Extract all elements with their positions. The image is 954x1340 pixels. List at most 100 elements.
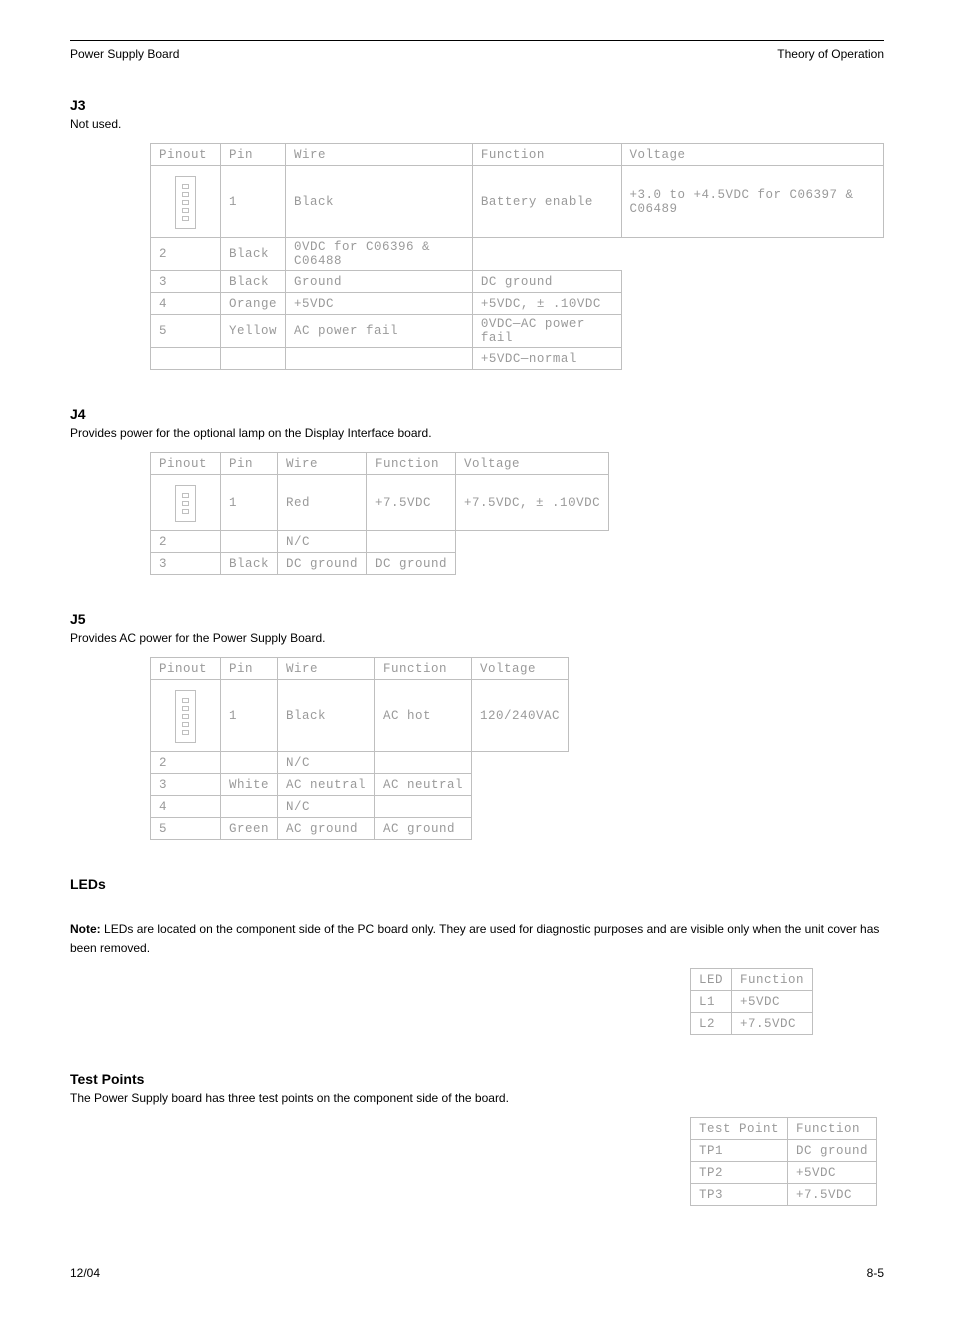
pinout-cell	[151, 475, 221, 531]
connector-icon	[175, 485, 196, 522]
func-cell	[286, 348, 473, 370]
j4-table: PinoutPinWireFunctionVoltage1Red+7.5VDC+…	[150, 452, 609, 575]
col-header: Pinout	[151, 453, 221, 475]
wire-cell: Green	[221, 818, 278, 840]
j3-sub: Not used.	[70, 117, 884, 131]
func-cell: +7.5VDC	[367, 475, 456, 531]
col-header: Function	[367, 453, 456, 475]
table-row: 1BlackBattery enable+3.0 to +4.5VDC for …	[151, 166, 884, 238]
volt-cell: 0VDC for C06396 & C06488	[286, 238, 473, 271]
volt-cell: DC ground	[367, 553, 456, 575]
pinout-cell	[151, 680, 221, 752]
wire-cell: Yellow	[221, 315, 286, 348]
wire-cell: Red	[278, 475, 367, 531]
volt-cell: +7.5VDC, ± .10VDC	[456, 475, 609, 531]
col-header: Pin	[221, 453, 278, 475]
volt-cell	[367, 531, 456, 553]
footer-left: 12/04	[70, 1266, 100, 1280]
pin-cell: 5	[151, 315, 221, 348]
table-row: 1BlackAC hot120/240VAC	[151, 680, 569, 752]
pin-cell: 2	[151, 531, 221, 553]
footer-right: 8-5	[867, 1266, 884, 1280]
header-right: Theory of Operation	[777, 47, 884, 61]
col-header: Voltage	[472, 658, 569, 680]
col-header: Function	[732, 969, 813, 991]
col-header: Function	[375, 658, 472, 680]
note-body: LEDs are located on the component side o…	[70, 922, 879, 955]
wire-cell	[221, 348, 286, 370]
col-header: Function	[472, 144, 621, 166]
pin-cell: 1	[221, 166, 286, 238]
key-cell: TP3	[691, 1184, 788, 1206]
table-row: TP2+5VDC	[691, 1162, 877, 1184]
volt-cell: +3.0 to +4.5VDC for C06397 & C06489	[621, 166, 884, 238]
page-footer: 12/04 8-5	[70, 1266, 884, 1280]
wire-cell: Black	[221, 238, 286, 271]
table-row: 2 N/C	[151, 531, 609, 553]
top-rule	[70, 40, 884, 41]
connector-icon	[175, 690, 196, 743]
j5-table: PinoutPinWireFunctionVoltage1BlackAC hot…	[150, 657, 569, 840]
j3-table: PinoutPinWireFunctionVoltage1BlackBatter…	[150, 143, 884, 370]
col-header: Voltage	[456, 453, 609, 475]
page-header: Power Supply Board Theory of Operation	[70, 47, 884, 61]
table-row: 1Red+7.5VDC+7.5VDC, ± .10VDC	[151, 475, 609, 531]
pin-cell: 2	[151, 238, 221, 271]
table-row: 2Black0VDC for C06396 & C06488	[151, 238, 884, 271]
j5-sub: Provides AC power for the Power Supply B…	[70, 631, 884, 645]
func-cell: +5VDC	[286, 293, 473, 315]
table-row: 5GreenAC groundAC ground	[151, 818, 569, 840]
col-header: Test Point	[691, 1118, 788, 1140]
table-row: 3BlackGroundDC ground	[151, 271, 884, 293]
wire-cell: Black	[286, 166, 473, 238]
j3-heading: J3	[70, 97, 884, 113]
table-row: TP1DC ground	[691, 1140, 877, 1162]
wire-cell	[221, 752, 278, 774]
header-left: Power Supply Board	[70, 47, 179, 61]
col-header: Wire	[278, 453, 367, 475]
val-cell: +5VDC	[788, 1162, 877, 1184]
pinout-cell	[151, 166, 221, 238]
volt-cell: 120/240VAC	[472, 680, 569, 752]
col-header: Pinout	[151, 658, 221, 680]
table-row: 5YellowAC power fail0VDC—AC power fail	[151, 315, 884, 348]
table-row: TP3+7.5VDC	[691, 1184, 877, 1206]
pin-cell: 4	[151, 293, 221, 315]
col-header: Voltage	[621, 144, 884, 166]
func-cell: Ground	[286, 271, 473, 293]
pin-cell: 3	[151, 271, 221, 293]
j4-heading: J4	[70, 406, 884, 422]
func-cell: Battery enable	[472, 166, 621, 238]
j4-sub: Provides power for the optional lamp on …	[70, 426, 884, 440]
table-row: L2+7.5VDC	[691, 1013, 813, 1035]
key-cell: TP1	[691, 1140, 788, 1162]
table-row: 2N/C	[151, 752, 569, 774]
func-cell: N/C	[278, 531, 367, 553]
tps-sub: The Power Supply board has three test po…	[70, 1091, 884, 1105]
pin-cell: 3	[151, 774, 221, 796]
volt-cell: AC ground	[375, 818, 472, 840]
pin-cell: 4	[151, 796, 221, 818]
pin-cell: 5	[151, 818, 221, 840]
wire-cell: Orange	[221, 293, 286, 315]
func-cell: AC neutral	[278, 774, 375, 796]
leds-heading: LEDs	[70, 876, 884, 892]
func-cell: N/C	[278, 796, 375, 818]
pin-cell	[151, 348, 221, 370]
table-row: 4 N/C	[151, 796, 569, 818]
key-cell: L1	[691, 991, 732, 1013]
volt-cell: AC neutral	[375, 774, 472, 796]
volt-cell: +5VDC, ± .10VDC	[472, 293, 621, 315]
table-row: 4Orange+5VDC+5VDC, ± .10VDC	[151, 293, 884, 315]
note-label: Note:	[70, 922, 101, 936]
func-cell: AC hot	[375, 680, 472, 752]
col-header: Wire	[286, 144, 473, 166]
pin-cell: 1	[221, 475, 278, 531]
volt-cell: 0VDC—AC power fail	[472, 315, 621, 348]
j5-heading: J5	[70, 611, 884, 627]
volt-cell	[375, 752, 472, 774]
key-cell: TP2	[691, 1162, 788, 1184]
wire-cell: Black	[221, 271, 286, 293]
wire-cell: Black	[278, 680, 375, 752]
val-cell: +7.5VDC	[788, 1184, 877, 1206]
